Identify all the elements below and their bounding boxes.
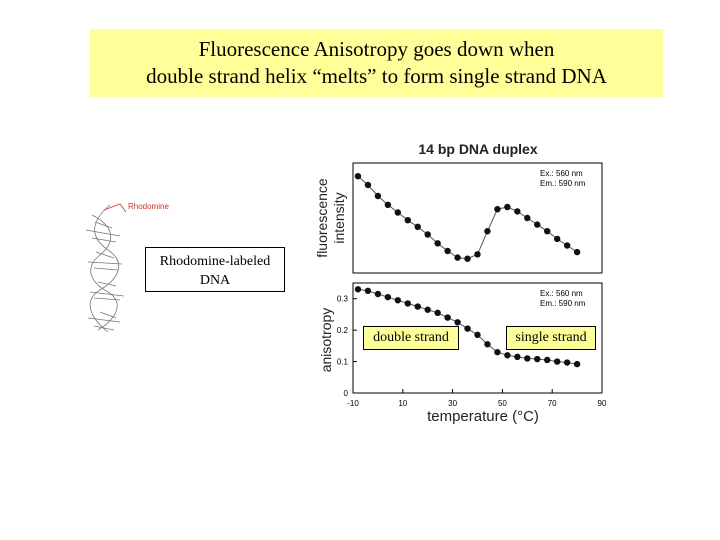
lower-chart-xtick-label: -10 — [347, 399, 359, 408]
lower-chart-ylabel: anisotropy — [318, 308, 334, 373]
upper-chart-data-point — [464, 255, 471, 262]
lower-chart-data-point — [474, 331, 481, 339]
lower-chart-data-point — [494, 348, 501, 356]
lower-chart-legend-line-1: Ex.: 560 nm — [540, 289, 583, 298]
rhodomine-callout: Rhodomine-labeled DNA — [145, 247, 285, 292]
lower-chart-data-point — [544, 356, 551, 364]
slide-title: Fluorescence Anisotropy goes down when d… — [90, 29, 663, 97]
upper-chart-data-point — [484, 228, 491, 235]
lower-chart-data-point — [573, 360, 581, 368]
lower-chart-legend-line-2: Em.: 590 nm — [540, 299, 586, 308]
lower-chart-frame — [352, 282, 603, 394]
lower-chart-data-point — [364, 287, 372, 295]
lower-chart-data-point — [504, 352, 511, 359]
lower-chart-data-point — [524, 355, 531, 362]
lower-chart-xtick-label: 30 — [448, 399, 457, 408]
lower-chart-xtick-label: 50 — [498, 399, 507, 408]
dna-helix-image — [85, 203, 127, 333]
rhodomine-callout-line-2: DNA — [199, 273, 231, 288]
upper-chart-data-point — [514, 208, 521, 215]
lower-chart-data-point — [414, 303, 421, 310]
upper-chart-data-point — [404, 217, 411, 224]
upper-chart-ylabel-line-1: fluorescence — [314, 178, 330, 258]
lower-chart-plot-area: 0 0.1 0.2 0.3 -10 10 30 50 70 90 — [337, 286, 607, 408]
upper-chart-data-point — [444, 247, 451, 255]
lower-chart-xtick-label: 90 — [598, 399, 607, 408]
lower-chart-data-point — [354, 286, 362, 293]
lower-chart-xlabel: temperature (°C) — [427, 408, 539, 425]
lower-chart-data-point — [553, 358, 561, 365]
upper-chart-data-point — [454, 254, 461, 261]
single-strand-label: single strand — [506, 326, 596, 350]
slide-title-line-1: Fluorescence Anisotropy goes down when — [198, 37, 555, 61]
upper-chart-series-line — [357, 175, 578, 260]
lower-chart-data-point — [424, 306, 431, 313]
upper-chart-ylabel-line-2: intensity — [331, 192, 347, 243]
upper-chart-frame — [352, 162, 603, 274]
upper-chart-data-point — [364, 181, 372, 189]
upper-chart-data-point — [374, 192, 382, 200]
dye-label: Rhodomine — [128, 202, 169, 211]
lower-chart-xtick-label: 10 — [398, 399, 407, 408]
upper-chart-data-point — [524, 214, 531, 222]
upper-chart-data-point — [494, 206, 501, 213]
lower-chart-xtick-label: 70 — [548, 399, 557, 408]
slide-title-line-2: double strand helix “melts” to form sing… — [146, 64, 607, 88]
upper-chart-legend-line-2: Em.: 590 nm — [540, 179, 586, 188]
upper-chart-data-point — [534, 221, 541, 228]
double-strand-label: double strand — [363, 326, 459, 350]
lower-chart-data-point — [484, 341, 491, 348]
lower-chart-ytick-label: 0.3 — [337, 295, 349, 304]
upper-chart-plot-area — [354, 173, 581, 262]
upper-chart-legend-line-1: Ex.: 560 nm — [540, 169, 583, 178]
upper-chart-data-point — [504, 203, 511, 211]
lower-chart-data-point — [514, 353, 521, 361]
upper-chart-data-point — [434, 240, 441, 247]
upper-chart-data-point — [573, 248, 581, 256]
lower-chart-data-point — [464, 325, 471, 332]
upper-chart-data-point — [553, 235, 561, 243]
upper-chart: 14 bp DNA duplex Ex.: 560 nm Em.: 590 nm… — [314, 141, 603, 274]
upper-chart-data-point — [424, 231, 431, 238]
upper-chart-data-point — [474, 251, 481, 258]
lower-chart-data-point — [444, 314, 451, 321]
lower-chart-data-point — [454, 319, 461, 326]
upper-chart-title: 14 bp DNA duplex — [418, 141, 537, 157]
lower-chart-data-point — [374, 290, 382, 298]
rhodomine-callout-line-1: Rhodomine-labeled — [159, 254, 271, 269]
upper-chart-data-point — [414, 223, 421, 230]
upper-chart-data-point — [394, 209, 402, 216]
lower-chart-ytick-label: 0.2 — [337, 326, 349, 335]
lower-chart-data-point — [563, 359, 571, 366]
upper-chart-data-point — [384, 201, 392, 208]
upper-chart-data-point — [544, 228, 551, 235]
lower-chart-data-point — [434, 309, 441, 317]
lower-chart-ytick-label: 0 — [344, 389, 349, 398]
upper-chart-data-point — [354, 173, 362, 180]
lower-chart-ytick-label: 0.1 — [337, 358, 349, 367]
lower-chart-data-point — [384, 293, 392, 301]
lower-chart-data-point — [534, 355, 541, 363]
lower-chart-data-point — [394, 297, 402, 304]
lower-chart: Ex.: 560 nm Em.: 590 nm anisotropy tempe… — [318, 282, 607, 425]
upper-chart-data-point — [563, 242, 571, 249]
lower-chart-data-point — [404, 300, 411, 307]
